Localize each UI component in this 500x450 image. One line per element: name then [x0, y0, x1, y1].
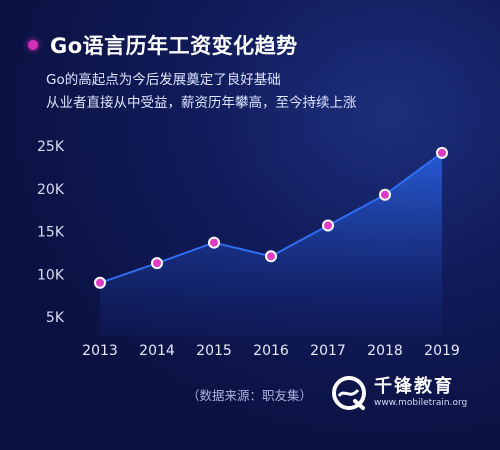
y-tick-label: 5K — [46, 310, 65, 326]
x-axis: 2013 2014 2015 2016 2017 2018 2019 — [82, 343, 460, 359]
y-tick-label: 10K — [37, 267, 65, 283]
data-point — [208, 236, 220, 249]
y-tick-label: 15K — [37, 225, 65, 241]
data-point — [265, 250, 277, 263]
title-row: Go语言历年工资变化趋势 — [28, 30, 298, 60]
data-point — [94, 276, 106, 289]
x-tick-label: 2016 — [253, 343, 289, 359]
x-tick-label: 2019 — [424, 343, 460, 359]
x-tick-label: 2017 — [310, 343, 346, 359]
series-area-fill — [100, 152, 442, 336]
brand-name: 千锋教育 — [374, 376, 454, 397]
brand-logo: 千锋教育 www.mobiletrain.org — [330, 374, 467, 412]
y-tick-label: 25K — [37, 139, 65, 155]
source-note: （数据来源：职友集） — [187, 388, 313, 403]
title-bullet-icon — [28, 40, 38, 50]
chart-title: Go语言历年工资变化趋势 — [50, 34, 298, 58]
x-tick-label: 2015 — [196, 343, 232, 359]
data-point — [436, 146, 448, 159]
data-point — [322, 219, 334, 232]
brand-mark-icon — [332, 376, 366, 410]
series-area — [94, 146, 448, 336]
data-point — [379, 188, 391, 201]
subtitle-line-2: 从业者直接从中受益，薪资历年攀高，至今持续上涨 — [46, 95, 357, 111]
y-tick-label: 20K — [37, 182, 65, 198]
data-point — [151, 257, 163, 270]
x-tick-label: 2014 — [139, 343, 175, 359]
x-tick-label: 2018 — [367, 343, 403, 359]
y-axis: 5K 10K 15K 20K 25K — [37, 139, 65, 326]
x-tick-label: 2013 — [82, 343, 118, 359]
subtitle-line-1: Go的高起点为今后发展奠定了良好基础 — [46, 72, 281, 88]
brand-url: www.mobiletrain.org — [374, 398, 468, 408]
